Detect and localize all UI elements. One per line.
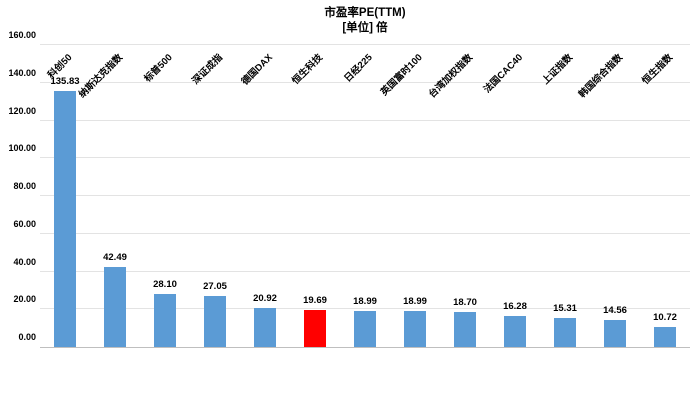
gridline bbox=[40, 81, 690, 83]
chart-subtitle: [单位] 倍 bbox=[342, 22, 388, 34]
x-axis-category-label: 纳斯达克指数 bbox=[76, 52, 125, 101]
bar-value-label: 16.28 bbox=[503, 301, 527, 313]
x-axis-category-label: 韩国综合指数 bbox=[576, 52, 625, 101]
bar-value-label: 10.72 bbox=[653, 311, 677, 323]
bar-value-label: 18.70 bbox=[453, 296, 477, 308]
gridline bbox=[40, 195, 690, 196]
x-axis-category-label: 台湾加权指数 bbox=[426, 52, 475, 101]
x-axis-category-label: 日经225 bbox=[342, 52, 375, 85]
bar-纳斯达克指数 bbox=[104, 266, 126, 347]
gridline bbox=[40, 270, 690, 272]
bar-韩国综合指数 bbox=[604, 319, 626, 347]
bar-深证成指 bbox=[204, 295, 226, 347]
y-axis-tick-label: 60.00 bbox=[13, 218, 36, 229]
gridline bbox=[40, 119, 690, 121]
bar-恒生科技 bbox=[304, 309, 326, 347]
gridline bbox=[40, 157, 690, 159]
bar-恒生指数 bbox=[654, 326, 676, 347]
bar-法国CAC40 bbox=[503, 316, 526, 347]
y-axis-tick-label: 120.00 bbox=[8, 105, 36, 116]
x-axis-category-label: 标普500 bbox=[142, 52, 175, 85]
gridline bbox=[40, 44, 690, 45]
bar-台湾加权指数 bbox=[454, 311, 476, 347]
plot-area: 0.00 20.00 40.00 60.00 80.00 100.00 120.00 140.… bbox=[8, 30, 690, 348]
y-axis-tick-label: 80.00 bbox=[13, 181, 36, 191]
bar-value-label: 20.92 bbox=[253, 292, 277, 304]
y-axis-tick-label: 160.00 bbox=[8, 30, 36, 40]
bar-value-label: 135.83 bbox=[50, 75, 80, 87]
y-axis-tick-label: 40.00 bbox=[13, 256, 36, 267]
bar-value-label: 14.56 bbox=[603, 304, 627, 316]
bar-value-label: 15.31 bbox=[553, 303, 577, 315]
bar-上证指数 bbox=[554, 318, 576, 347]
y-axis-tick-label: 100.00 bbox=[8, 143, 36, 154]
chart-title: 市盈率PE(TTM) bbox=[324, 7, 406, 19]
bar-科创50 bbox=[54, 90, 76, 347]
bar-标普500 bbox=[154, 293, 176, 347]
x-axis-category-label: 英国富时100 bbox=[379, 52, 425, 98]
bar-日经225 bbox=[354, 311, 376, 347]
bar-value-label: 42.49 bbox=[103, 251, 127, 263]
bar-value-label: 28.10 bbox=[153, 278, 177, 290]
gridline bbox=[40, 308, 690, 310]
bar-value-label: 19.69 bbox=[303, 294, 327, 306]
bar-value-label: 18.99 bbox=[403, 296, 427, 308]
bar-英国富时100 bbox=[404, 311, 426, 347]
x-axis-category-label: 法国CAC40 bbox=[481, 52, 525, 96]
y-axis-tick-label: 20.00 bbox=[13, 294, 36, 305]
bar-德国DAX bbox=[254, 307, 276, 347]
chart-title-block: 市盈率PE(TTM) [单位] 倍 bbox=[40, 6, 690, 36]
bar-value-label: 18.99 bbox=[353, 296, 377, 308]
y-axis-tick-label: 140.00 bbox=[8, 67, 36, 78]
gridline bbox=[40, 232, 690, 234]
y-axis-tick-label: 0.00 bbox=[18, 332, 36, 342]
bar-value-label: 27.05 bbox=[203, 280, 227, 292]
